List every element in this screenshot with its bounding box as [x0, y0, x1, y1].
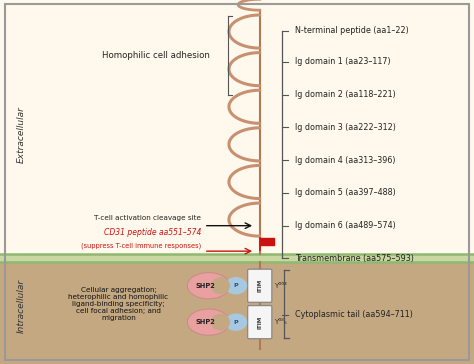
Text: Cellular aggregation;
heterophilic and homophilic
ligand-binding specificity;
ce: Cellular aggregation; heterophilic and h… — [68, 287, 169, 321]
Circle shape — [226, 314, 246, 330]
Text: Y⁶⁶³: Y⁶⁶³ — [274, 283, 287, 289]
Ellipse shape — [187, 273, 230, 299]
Text: Y⁶⁸₆: Y⁶⁸₆ — [274, 319, 287, 325]
Text: Homophilic cell adhesion: Homophilic cell adhesion — [102, 51, 210, 60]
Bar — [0, 0, 474, 254]
Text: Cytoplasmic tail (aa594–711): Cytoplasmic tail (aa594–711) — [295, 310, 413, 319]
Text: N-terminal peptide (aa1–22): N-terminal peptide (aa1–22) — [295, 27, 409, 35]
FancyBboxPatch shape — [248, 305, 272, 339]
FancyBboxPatch shape — [248, 269, 272, 302]
Ellipse shape — [211, 314, 230, 331]
Text: P: P — [234, 283, 238, 288]
Text: T-cell activation cleavage site: T-cell activation cleavage site — [94, 215, 201, 221]
Text: Intracellular: Intracellular — [17, 279, 26, 333]
Text: Ig domain 1 (aa23–117): Ig domain 1 (aa23–117) — [295, 58, 391, 66]
Ellipse shape — [211, 277, 230, 294]
Text: Ig domain 4 (aa313–396): Ig domain 4 (aa313–396) — [295, 156, 395, 165]
Text: SHP2: SHP2 — [195, 319, 215, 325]
Text: Ig domain 6 (aa489–574): Ig domain 6 (aa489–574) — [295, 221, 396, 230]
Text: CD31 peptide aa551–574: CD31 peptide aa551–574 — [104, 228, 201, 237]
Text: ITIM: ITIM — [257, 279, 262, 292]
Text: Transmembrane (aa575–593): Transmembrane (aa575–593) — [295, 254, 414, 263]
Text: SHP2: SHP2 — [195, 283, 215, 289]
Text: Ig domain 2 (aa118–221): Ig domain 2 (aa118–221) — [295, 90, 396, 99]
Text: Ig domain 5 (aa397–488): Ig domain 5 (aa397–488) — [295, 189, 396, 197]
Text: Ig domain 3 (aa222–312): Ig domain 3 (aa222–312) — [295, 123, 396, 132]
Text: P: P — [234, 320, 238, 325]
Bar — [0, 254, 474, 262]
Text: ITIM: ITIM — [257, 316, 262, 329]
Text: (suppress T-cell immune responses): (suppress T-cell immune responses) — [81, 242, 201, 249]
Ellipse shape — [187, 309, 230, 335]
Bar — [0, 262, 474, 364]
Circle shape — [226, 278, 246, 294]
Text: Extracellular: Extracellular — [17, 106, 26, 163]
